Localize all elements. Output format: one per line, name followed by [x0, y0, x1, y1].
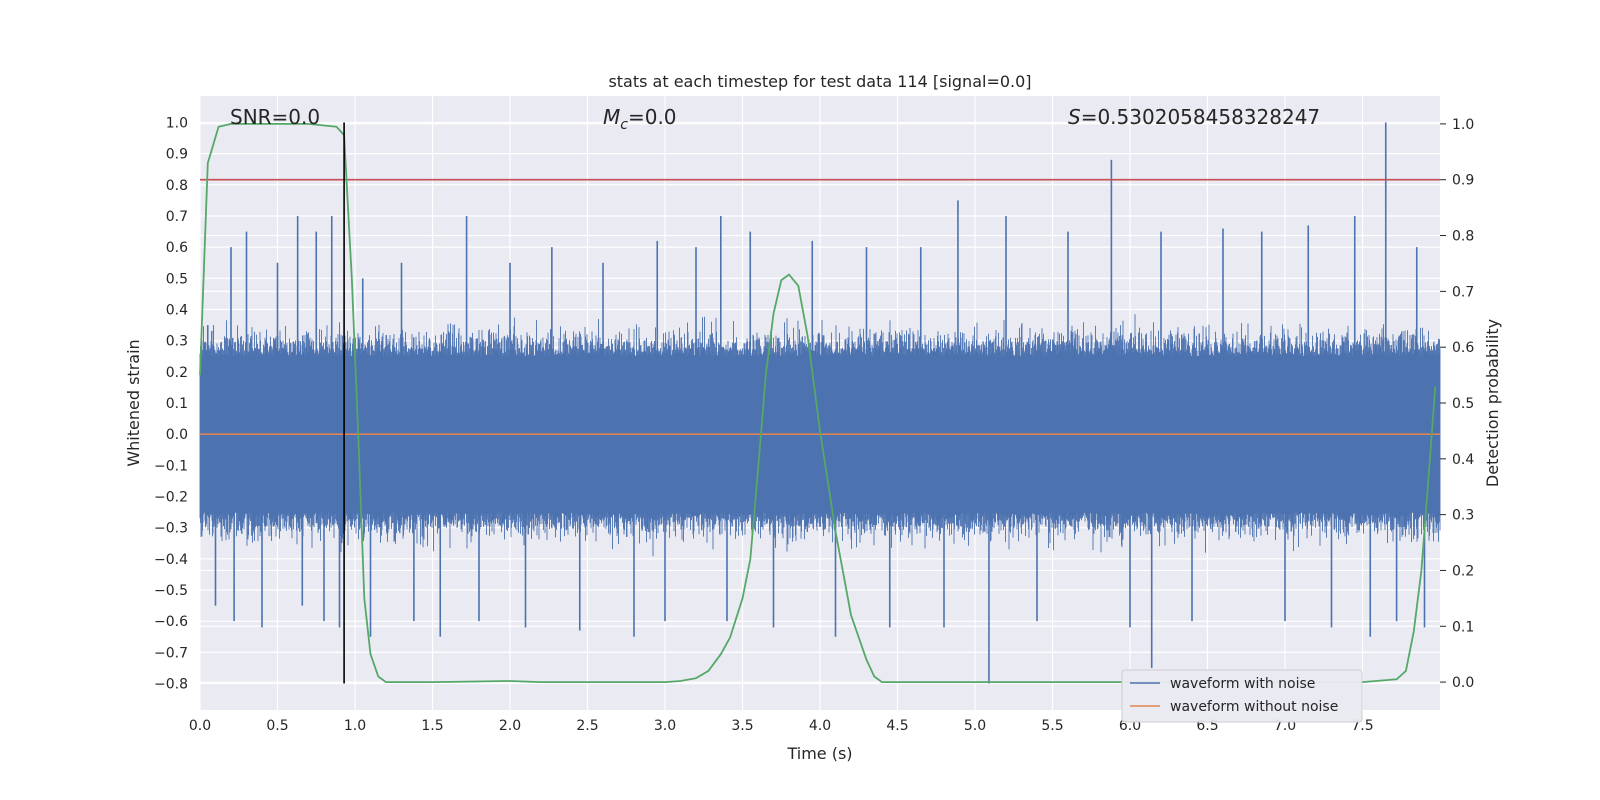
x-tick-label: 0.5	[266, 718, 288, 734]
legend-box	[1121, 669, 1363, 723]
y2-tick-label: 0.6	[1452, 340, 1474, 356]
y-tick-label: 0.5	[166, 271, 188, 287]
y-tick-label: 0.0	[166, 427, 188, 443]
y-tick-label: 0.3	[166, 334, 188, 350]
y2-tick-label: 0.9	[1452, 173, 1474, 189]
y-tick-label: 0.4	[166, 302, 188, 318]
y2-tick-label: 0.3	[1452, 508, 1474, 524]
y2-tick-label: 0.2	[1452, 563, 1474, 579]
x-tick-label: 4.5	[886, 718, 908, 734]
y2-tick-label: 0.8	[1452, 229, 1474, 245]
y-tick-label: −0.3	[154, 521, 188, 537]
x-tick-label: 1.0	[344, 718, 366, 734]
y-tick-label: −0.1	[154, 458, 188, 474]
chart-title: stats at each timestep for test data 114…	[608, 72, 1031, 91]
y-tick-label: 0.9	[166, 147, 188, 163]
y-tick-label: −0.8	[154, 677, 188, 693]
legend: waveform with noise waveform without noi…	[1121, 669, 1363, 723]
y-tick-label: 0.6	[166, 240, 188, 256]
legend-label-waveform-without-noise: waveform without noise	[1170, 699, 1338, 715]
y-tick-label: −0.7	[154, 645, 188, 661]
y-tick-label: −0.5	[154, 583, 188, 599]
x-tick-label: 1.5	[421, 718, 443, 734]
series-lines	[199, 122, 1440, 684]
y-tick-label: 0.7	[166, 209, 188, 225]
y-tick-label: 0.8	[166, 178, 188, 194]
x-tick-label: 2.0	[499, 718, 521, 734]
y-tick-label: −0.6	[154, 614, 188, 630]
x-tick-label: 5.0	[964, 718, 986, 734]
y2-tick-label: 0.0	[1452, 675, 1474, 691]
y2-tick-label: 0.1	[1452, 619, 1474, 635]
x-axis-label: Time (s)	[786, 744, 852, 763]
x-tick-label: 3.0	[654, 718, 676, 734]
y-tick-label: 1.0	[166, 115, 188, 131]
y-axis-label: Whitened strain	[124, 339, 143, 466]
y-tick-label: −0.2	[154, 490, 188, 506]
legend-label-waveform-with-noise: waveform with noise	[1170, 676, 1315, 692]
y2-tick-label: 1.0	[1452, 117, 1474, 133]
mc-annotation: Mc=0.0	[603, 105, 677, 133]
s-annotation: S=0.5302058458328247	[1068, 105, 1320, 129]
x-tick-label: 3.5	[731, 718, 753, 734]
y-tick-label: 0.2	[166, 365, 188, 381]
tick-labels: 0.0 0.5 1.0 1.5 2.0 2.5 3.0 3.5 4.0 4.5 5.0 5.5 6.0 6…	[154, 115, 1474, 734]
y2-tick-label: 0.4	[1452, 452, 1474, 468]
x-tick-label: 0.0	[189, 718, 211, 734]
snr-annotation: SNR=0.0	[230, 105, 320, 129]
x-tick-label: 5.5	[1041, 718, 1063, 734]
y-tick-label: 0.1	[166, 396, 188, 412]
y-tick-label: −0.4	[154, 552, 188, 568]
y2-tick-label: 0.5	[1452, 396, 1474, 412]
x-tick-label: 2.5	[576, 718, 598, 734]
x-tick-label: 4.0	[809, 718, 831, 734]
series-detection-probability	[199, 123, 1437, 683]
y2-tick-label: 0.7	[1452, 284, 1474, 300]
y2-axis-label: Detection probability	[1483, 319, 1502, 487]
